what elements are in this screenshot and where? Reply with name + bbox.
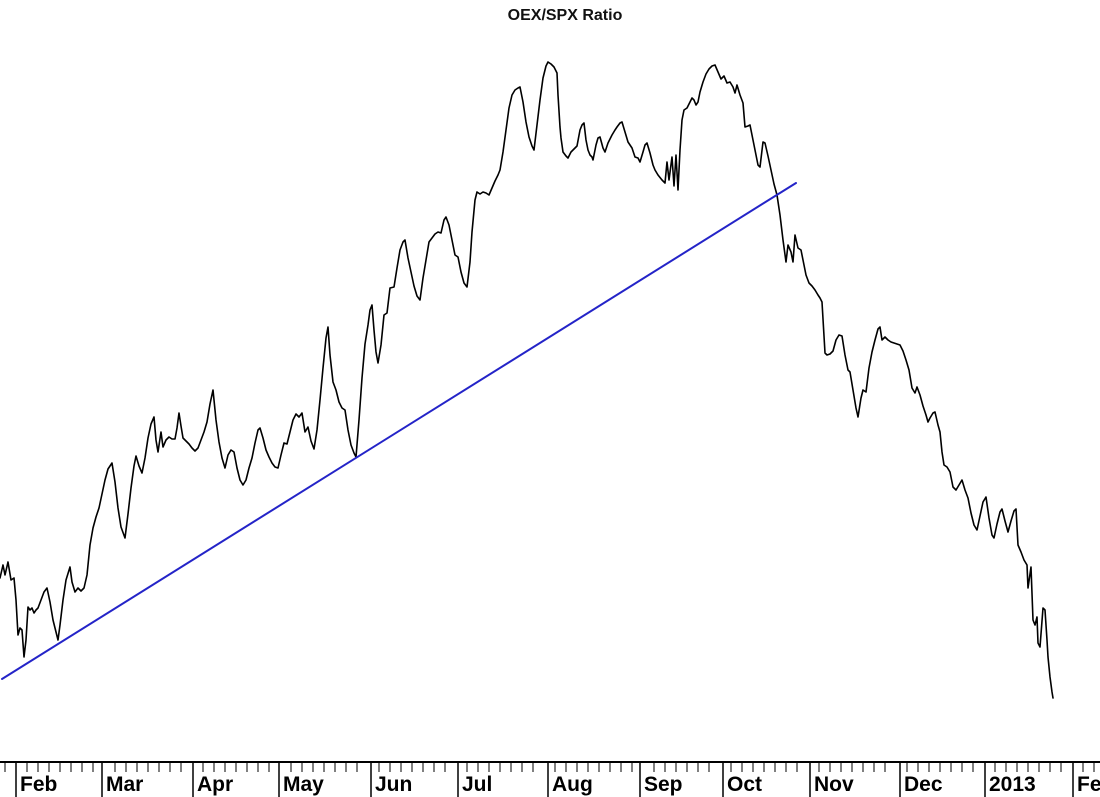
trendline [1, 182, 797, 680]
x-axis-label: Oct [727, 773, 762, 796]
x-axis-label: Aug [552, 773, 593, 796]
x-axis-label: May [283, 773, 324, 796]
x-axis-label: 2013 [989, 773, 1036, 796]
x-axis-label: Jun [375, 773, 412, 796]
price-line [0, 61, 1054, 699]
x-axis-label: Jul [462, 773, 492, 796]
x-axis-label: Dec [904, 773, 943, 796]
x-axis-label: Nov [814, 773, 854, 796]
x-axis-label: Feb [20, 773, 57, 796]
x-axis-label: Apr [197, 773, 233, 796]
x-axis-label: Feb [1077, 773, 1100, 796]
x-axis-label: Mar [106, 773, 143, 796]
x-axis-label: Sep [644, 773, 683, 796]
chart-title: OEX/SPX Ratio [507, 7, 623, 24]
